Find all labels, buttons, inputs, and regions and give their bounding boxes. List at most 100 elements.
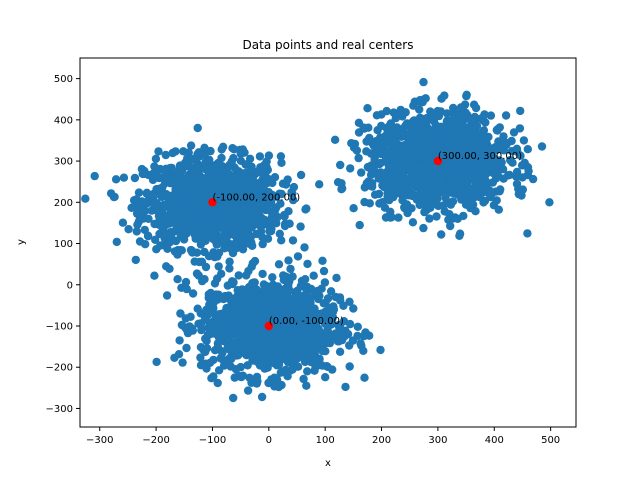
data-point bbox=[416, 97, 425, 107]
data-point bbox=[222, 232, 232, 242]
data-point bbox=[523, 229, 532, 238]
data-point bbox=[175, 336, 184, 345]
data-point bbox=[471, 207, 480, 216]
data-point bbox=[299, 314, 308, 323]
data-point bbox=[257, 213, 266, 222]
data-point bbox=[197, 325, 206, 335]
data-point bbox=[426, 128, 436, 137]
data-point bbox=[436, 131, 445, 140]
data-point bbox=[432, 212, 441, 221]
data-point bbox=[162, 231, 171, 240]
data-point bbox=[229, 393, 238, 403]
data-point bbox=[318, 361, 327, 370]
data-point bbox=[307, 333, 316, 342]
data-point bbox=[425, 214, 434, 223]
data-point bbox=[235, 220, 244, 229]
data-point bbox=[353, 322, 362, 331]
data-point bbox=[214, 248, 224, 258]
data-point bbox=[193, 224, 202, 233]
data-point bbox=[274, 260, 284, 269]
data-point bbox=[214, 208, 223, 217]
data-point bbox=[428, 113, 437, 122]
data-point bbox=[119, 173, 129, 182]
data-point bbox=[234, 271, 243, 280]
data-point bbox=[242, 271, 251, 280]
center-marker bbox=[264, 321, 274, 331]
data-point bbox=[349, 204, 358, 213]
data-point bbox=[197, 236, 206, 245]
data-point bbox=[528, 174, 538, 184]
data-point bbox=[337, 179, 346, 188]
data-point bbox=[456, 149, 466, 158]
data-point bbox=[545, 198, 554, 207]
center-marker bbox=[208, 198, 217, 207]
data-point bbox=[468, 200, 478, 209]
data-point bbox=[308, 327, 317, 336]
data-point bbox=[267, 330, 276, 339]
data-point bbox=[209, 230, 218, 240]
data-point bbox=[462, 167, 472, 176]
data-point bbox=[316, 311, 325, 321]
data-point bbox=[389, 108, 398, 117]
data-point bbox=[124, 225, 133, 234]
data-point bbox=[433, 106, 442, 116]
data-point bbox=[483, 164, 493, 173]
data-point bbox=[465, 151, 475, 160]
data-point bbox=[261, 337, 270, 346]
data-point bbox=[148, 171, 158, 181]
data-point bbox=[233, 295, 243, 304]
data-point bbox=[288, 365, 297, 374]
data-point bbox=[255, 152, 265, 161]
data-point bbox=[292, 329, 301, 339]
data-point bbox=[349, 304, 358, 313]
data-point bbox=[229, 230, 239, 240]
data-point bbox=[255, 311, 265, 321]
data-point bbox=[244, 239, 254, 248]
data-point bbox=[239, 347, 249, 356]
data-point bbox=[516, 106, 525, 116]
data-point bbox=[415, 113, 425, 123]
data-point bbox=[378, 136, 387, 145]
data-point bbox=[232, 176, 242, 185]
data-point bbox=[188, 324, 197, 333]
data-point bbox=[341, 382, 350, 392]
data-point bbox=[140, 169, 149, 178]
data-point bbox=[253, 193, 263, 202]
y-tick-label: 300 bbox=[54, 157, 73, 168]
data-point bbox=[302, 381, 311, 390]
data-point bbox=[151, 154, 161, 163]
data-point bbox=[425, 155, 434, 164]
data-point bbox=[419, 138, 428, 147]
data-point bbox=[267, 224, 276, 233]
data-point bbox=[302, 300, 312, 310]
data-point bbox=[231, 365, 241, 374]
data-point bbox=[303, 259, 312, 269]
data-point bbox=[258, 183, 268, 192]
data-point bbox=[213, 314, 222, 324]
data-point bbox=[243, 386, 253, 395]
data-point bbox=[181, 277, 191, 287]
data-point bbox=[486, 111, 496, 120]
data-point bbox=[499, 132, 508, 141]
data-point bbox=[420, 207, 429, 217]
data-point bbox=[494, 205, 503, 214]
data-point bbox=[418, 161, 427, 170]
data-point bbox=[288, 358, 297, 367]
data-point bbox=[255, 349, 265, 358]
data-point bbox=[365, 199, 374, 208]
data-point bbox=[181, 314, 190, 323]
data-point bbox=[201, 262, 211, 272]
center-label: (300.00, 300.00) bbox=[438, 151, 522, 162]
plot-frame bbox=[79, 57, 577, 428]
data-point bbox=[132, 227, 141, 236]
data-point bbox=[162, 190, 171, 199]
data-point bbox=[456, 172, 465, 181]
data-point bbox=[177, 246, 186, 255]
data-point bbox=[357, 341, 366, 350]
data-point bbox=[140, 225, 149, 235]
center-label: (0.00, -100.00) bbox=[269, 316, 344, 327]
data-point bbox=[234, 206, 244, 216]
data-point bbox=[509, 128, 519, 137]
data-point bbox=[281, 340, 291, 349]
